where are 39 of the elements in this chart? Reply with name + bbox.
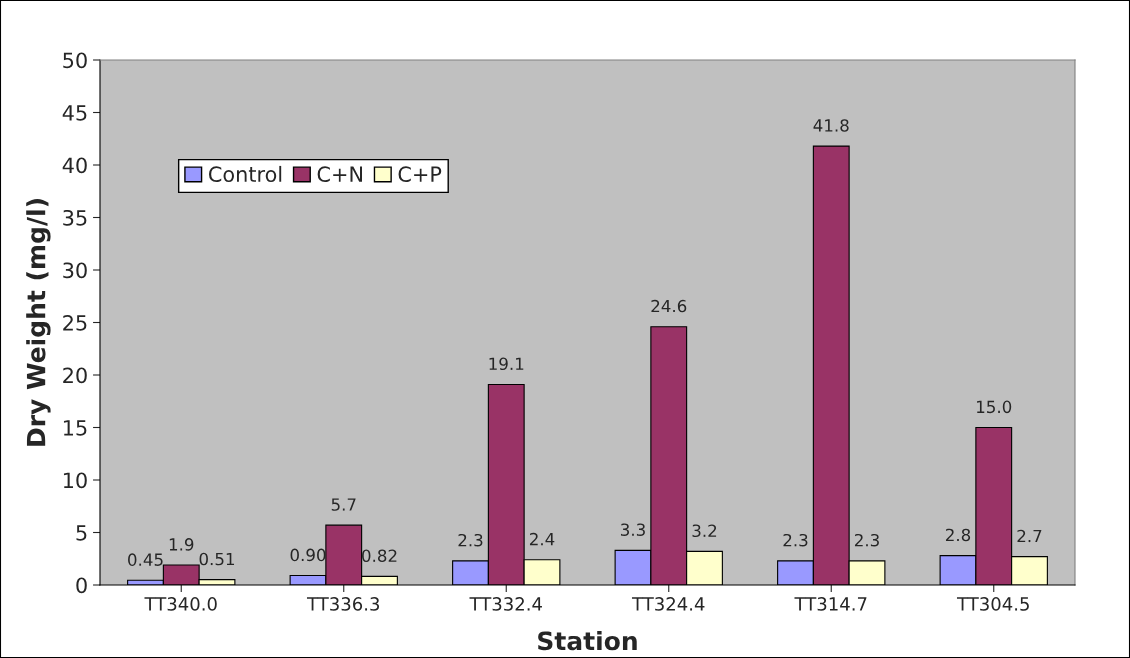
data-label: 24.6: [651, 299, 687, 313]
y-tick-label: 0: [76, 577, 87, 594]
data-label: 2.3: [854, 533, 879, 547]
y-tick-label: 15: [63, 420, 87, 436]
data-label: 2.4: [529, 532, 555, 546]
data-label: 2.7: [1017, 529, 1042, 543]
y-tick-label: 40: [62, 157, 87, 174]
x-tick-label: TT324.4: [631, 597, 705, 611]
y-tick-label: 20: [63, 367, 87, 384]
y-tick-label: 10: [63, 472, 87, 489]
x-tick-label: TT304.5: [956, 597, 1029, 611]
data-label: 41.8: [813, 119, 849, 132]
x-tick-label: TT340.0: [144, 597, 217, 611]
data-label: 2.8: [945, 528, 971, 542]
x-tick-label: TT314.7: [794, 597, 867, 611]
data-label: 5.7: [331, 498, 356, 511]
data-label: 1.9: [169, 538, 194, 551]
legend-label: C+P: [398, 166, 442, 183]
data-label: 2.3: [458, 533, 483, 547]
y-tick-label: 45: [62, 105, 87, 121]
y-tick-label: 5: [76, 525, 87, 541]
y-axis-title: Dry Weight (mg/l): [26, 199, 51, 446]
x-axis-title: Station: [538, 630, 637, 651]
y-tick-label: 50: [63, 52, 87, 69]
data-label: 0.82: [362, 549, 397, 563]
x-tick-label: TT336.3: [306, 597, 380, 611]
data-label: 19.1: [489, 357, 524, 371]
data-label: 3.3: [621, 523, 645, 537]
legend-label: Control: [209, 165, 282, 183]
y-tick-label: 30: [63, 262, 87, 279]
data-label: 15.0: [977, 400, 1012, 414]
y-tick-label: 35: [63, 209, 87, 226]
data-label: 3.2: [692, 524, 717, 538]
y-tick-label: 25: [63, 314, 87, 331]
x-tick-label: TT332.4: [469, 597, 542, 611]
data-label: 0.51: [199, 552, 235, 566]
data-label: 2.3: [783, 533, 808, 547]
legend-label: C+N: [317, 166, 362, 183]
data-label: 0.45: [128, 553, 163, 566]
